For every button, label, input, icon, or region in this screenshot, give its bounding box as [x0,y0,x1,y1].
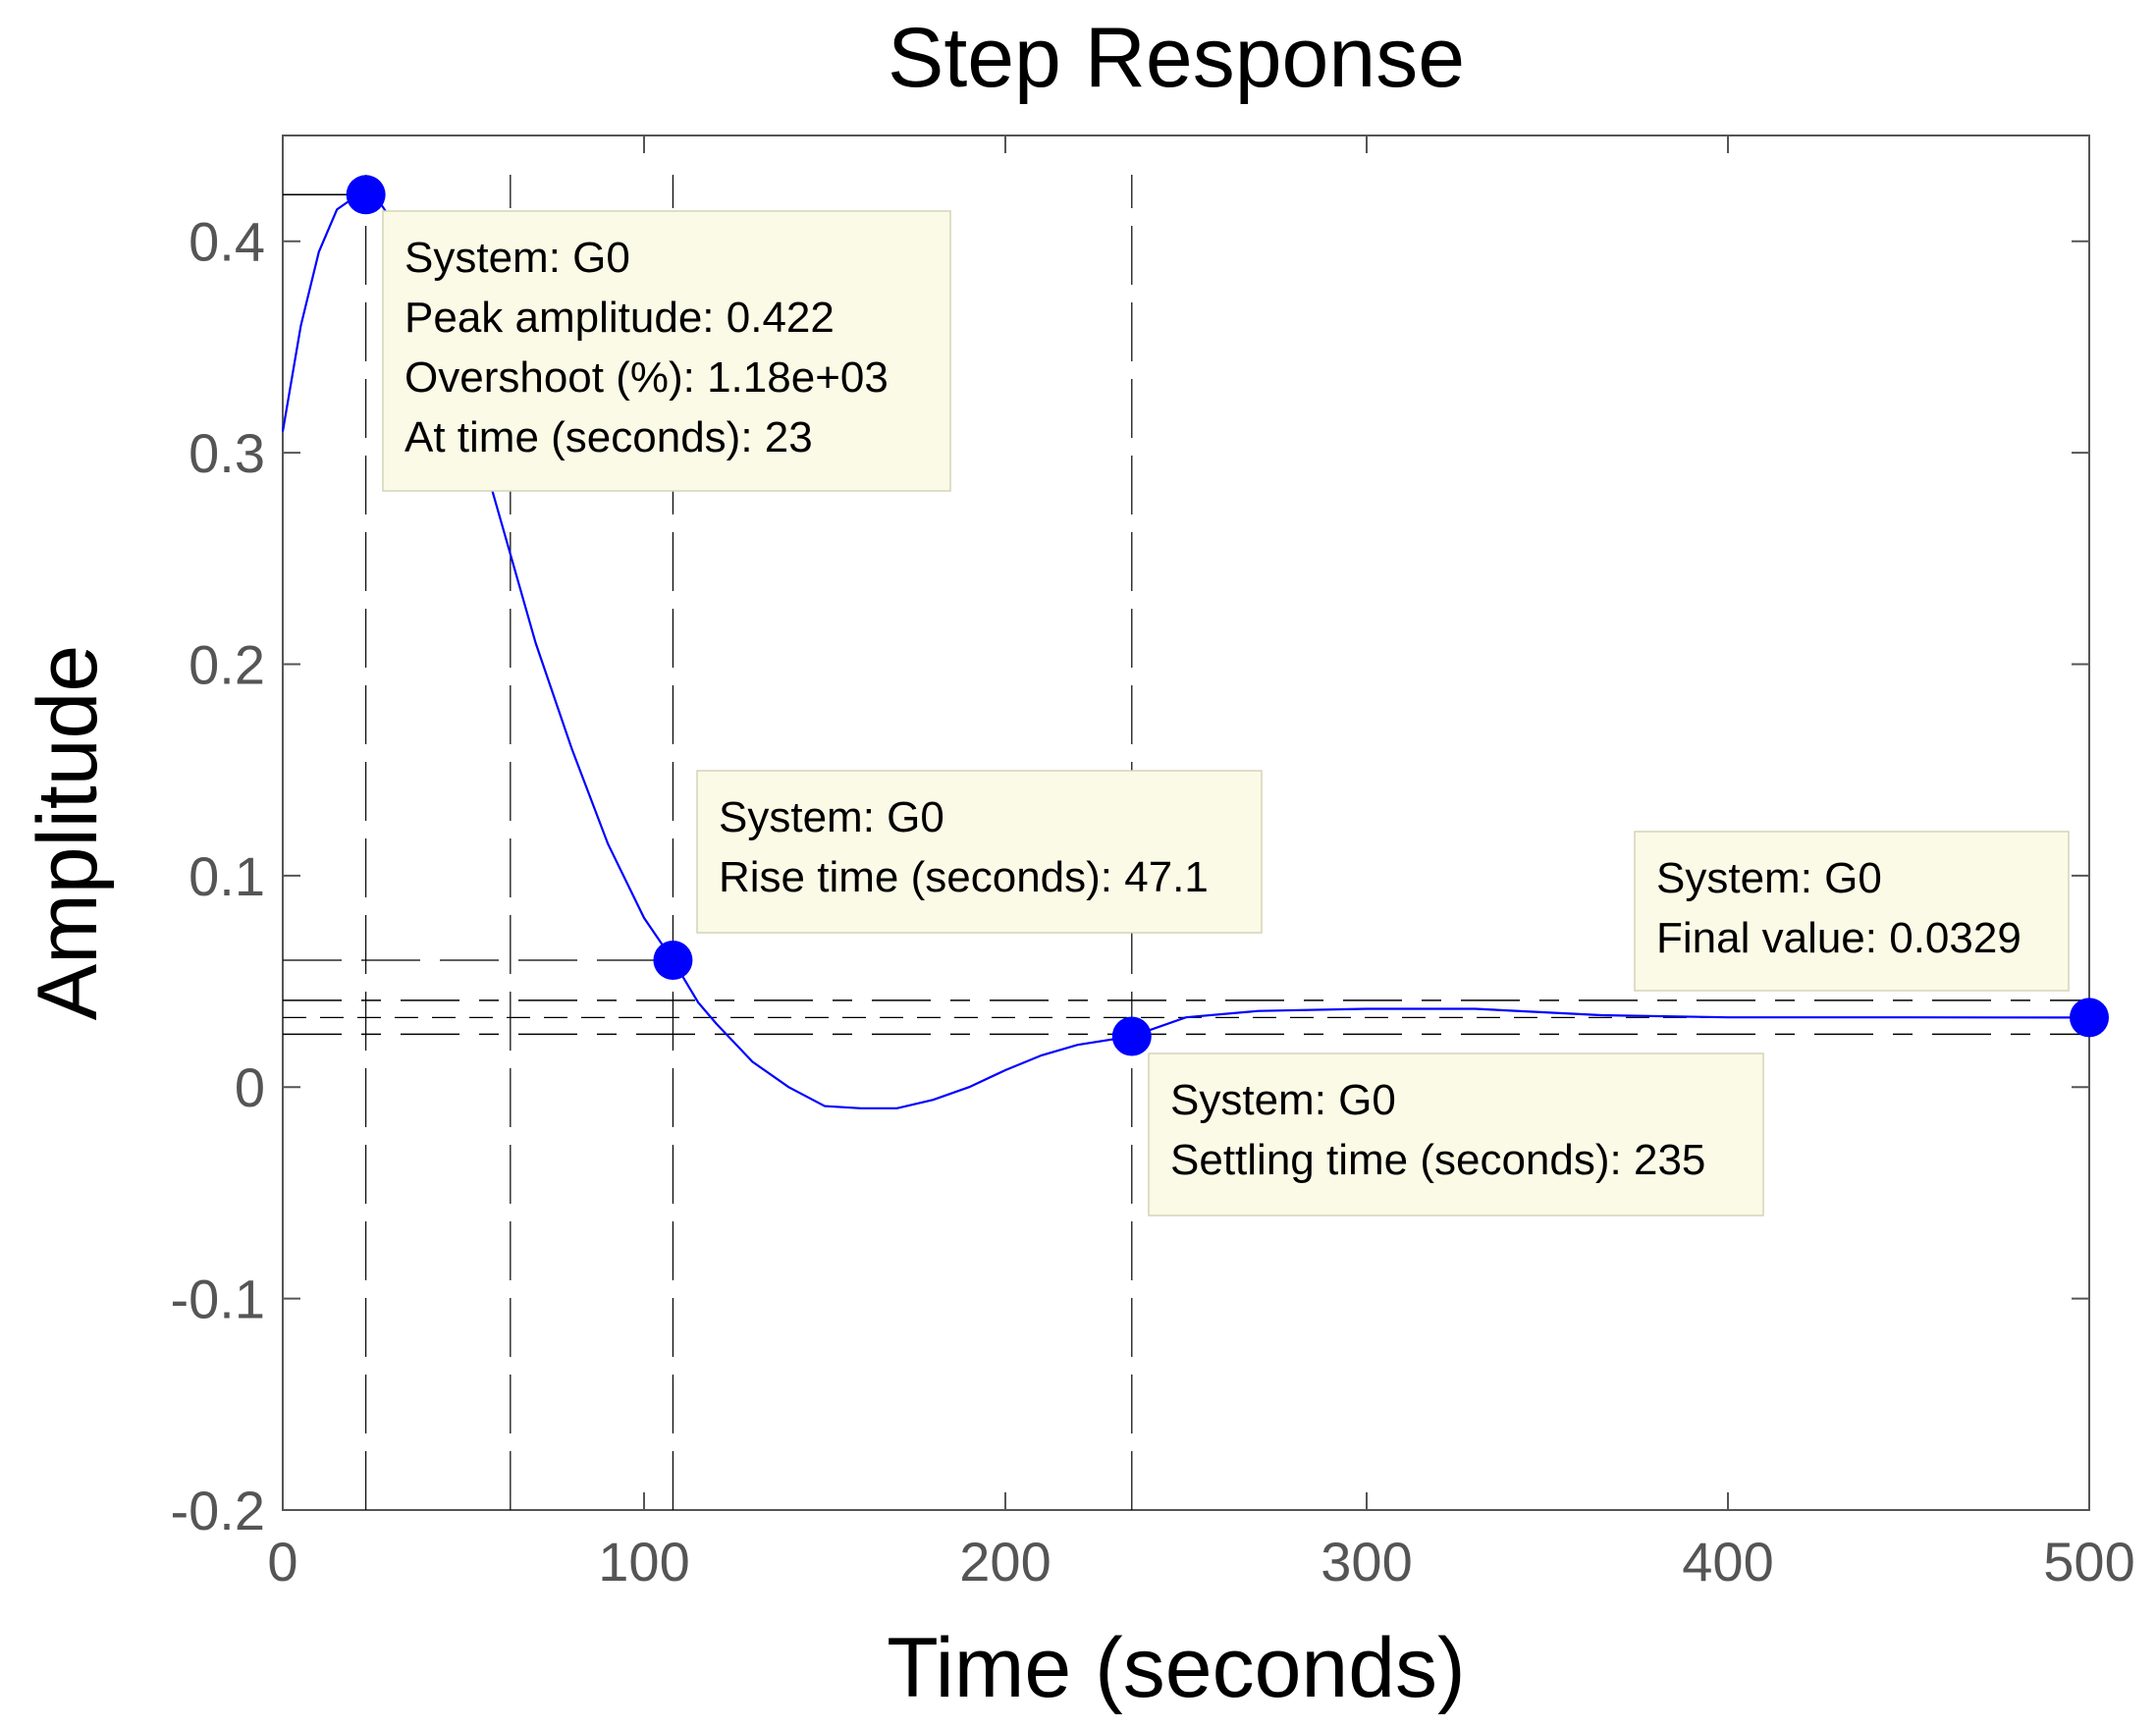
data-tip-line: System: G0 [404,234,630,282]
y-tick-label: 0.2 [189,633,265,695]
data-tip-box [696,770,1263,934]
x-tick-label: 300 [1321,1531,1412,1593]
data-tip-line: At time (seconds): 23 [404,413,813,461]
y-axis-label: Amplitude [21,645,115,1020]
x-tick-label: 200 [959,1531,1051,1593]
y-tick-label: 0 [235,1056,265,1118]
data-marker [346,175,386,215]
data-tip-line: System: G0 [1656,854,1882,902]
data-tip-line: Overshoot (%): 1.18e+03 [404,353,889,402]
chart-title: Step Response [888,11,1465,105]
data-tip: System: G0 Settling time (seconds): 235 [1148,1053,1764,1216]
data-tip-line: System: G0 [1170,1076,1396,1124]
data-tip-box [1634,831,2070,992]
y-tick-label: -0.2 [171,1480,266,1541]
x-axis-label: Time (seconds) [887,1621,1465,1715]
data-tip-line: Final value: 0.0329 [1656,914,2021,962]
y-tick-label: 0.1 [189,845,265,907]
x-tick-label: 100 [598,1531,689,1593]
plot-area: 0 100 200 300 400 500 -0.2 -0.1 0 0.1 0.2 0.3 0.4 Sys… [171,135,2135,1593]
x-tick-label: 400 [1682,1531,1773,1593]
data-tip-box [1148,1053,1764,1216]
x-tick-label: 500 [2043,1531,2134,1593]
data-tip-line: System: G0 [719,793,944,841]
data-marker [2070,998,2109,1038]
data-tip: System: G0 Final value: 0.0329 [1634,831,2070,992]
data-marker [1111,1016,1152,1056]
data-tip-line: Peak amplitude: 0.422 [404,294,835,342]
data-tip-box [382,210,951,492]
data-marker [653,941,693,980]
y-tick-label: 0.3 [189,422,265,484]
data-tip-line: Settling time (seconds): 235 [1170,1136,1705,1184]
data-tip: System: G0 Rise time (seconds): 47.1 [696,770,1263,934]
data-tip-line: Rise time (seconds): 47.1 [719,853,1209,901]
data-tip: System: G0 Peak amplitude: 0.422 Overshoot… [382,210,951,492]
x-tick-label: 0 [267,1531,297,1593]
y-tick-label: -0.1 [171,1269,266,1330]
y-tick-label: 0.4 [189,211,265,273]
